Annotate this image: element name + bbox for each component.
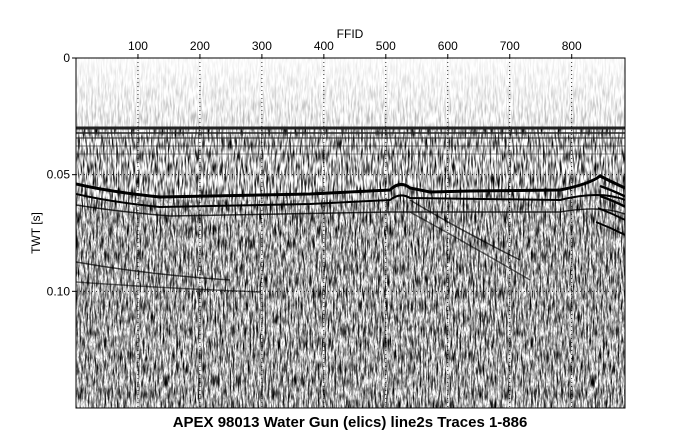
- y-tick-label: 0.10: [47, 284, 71, 298]
- x-tick-label: 400: [314, 39, 334, 53]
- plot-frame: [75, 57, 626, 409]
- x-tick-label: 500: [376, 39, 396, 53]
- x-tick-label: 200: [190, 39, 210, 53]
- y-axis-label: TWT [s]: [29, 212, 43, 254]
- reflectors: [76, 174, 625, 293]
- x-tick-label: 300: [252, 39, 272, 53]
- seafloor-bands: [76, 126, 625, 155]
- y-tick-label: 0.05: [47, 168, 71, 182]
- noise-texture: [76, 200, 625, 408]
- x-axis-label: FFID: [337, 27, 364, 41]
- seismic-image: [76, 58, 625, 408]
- x-tick-label: 600: [438, 39, 458, 53]
- y-tick-label: 0: [63, 51, 70, 65]
- water-fade: [76, 58, 625, 128]
- x-tick-label: 100: [128, 39, 148, 53]
- x-tick-label: 700: [500, 39, 520, 53]
- x-tick-label: 800: [562, 39, 582, 53]
- chart-title: APEX 98013 Water Gun (elics) line2s Trac…: [173, 414, 528, 431]
